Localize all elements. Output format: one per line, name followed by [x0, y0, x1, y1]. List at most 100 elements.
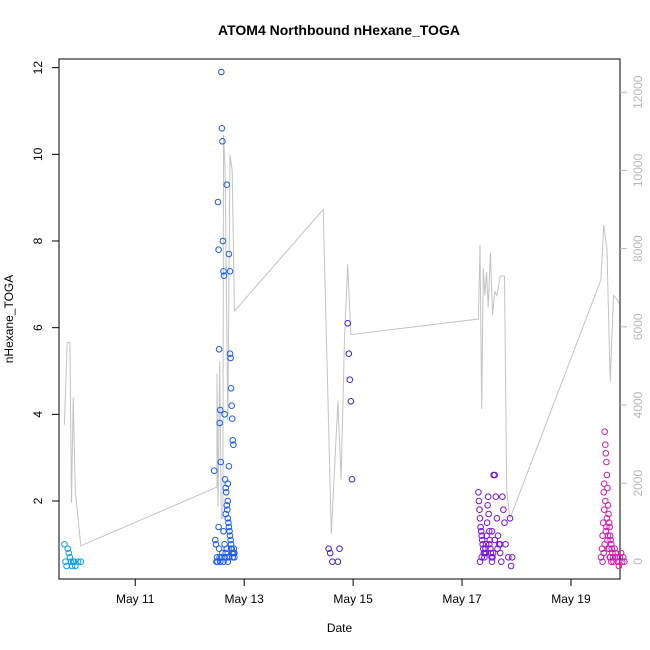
data-point — [482, 545, 489, 553]
data-point — [221, 541, 228, 548]
data-point — [225, 250, 233, 258]
data-point — [227, 536, 234, 544]
x-tick-label: May 13 — [225, 592, 265, 606]
data-point — [223, 502, 231, 509]
y-tick-label: 2 — [31, 497, 45, 504]
data-point — [230, 441, 237, 449]
data-point — [222, 510, 229, 518]
data-point — [485, 510, 493, 518]
data-point — [325, 545, 332, 553]
data-point — [486, 541, 493, 548]
y2-tick-label: 10000 — [631, 153, 645, 187]
data-point — [215, 346, 223, 353]
data-point — [222, 549, 229, 557]
data-point — [486, 528, 493, 535]
data-point — [225, 554, 233, 561]
points-layer — [61, 68, 628, 570]
data-point — [491, 471, 499, 479]
data-point — [227, 545, 235, 553]
data-point — [478, 536, 486, 544]
data-point — [216, 406, 224, 414]
data-point — [613, 554, 621, 561]
data-point — [482, 541, 490, 548]
data-point — [227, 354, 234, 362]
data-point — [227, 385, 235, 392]
data-point — [347, 398, 355, 405]
data-point — [215, 545, 223, 553]
data-point — [220, 272, 228, 280]
data-point — [224, 480, 232, 488]
data-point — [231, 549, 238, 557]
data-point — [506, 515, 514, 522]
data-point — [476, 515, 484, 522]
y2-tick-label: 0 — [631, 558, 645, 565]
data-point — [488, 558, 496, 566]
data-point — [223, 181, 231, 188]
data-point — [210, 467, 218, 475]
data-point — [65, 549, 73, 557]
data-point — [603, 471, 611, 479]
y2-tick-label: 8000 — [631, 235, 645, 262]
data-point — [77, 558, 85, 566]
data-point — [345, 350, 353, 358]
data-point — [482, 549, 490, 557]
data-point — [476, 506, 483, 514]
data-point — [67, 558, 75, 566]
data-point — [475, 489, 482, 496]
data-point — [477, 523, 484, 531]
data-point — [603, 515, 611, 522]
data-point — [608, 545, 616, 553]
data-point — [336, 545, 343, 553]
data-point — [215, 523, 222, 531]
data-point — [484, 493, 492, 501]
data-point — [499, 493, 506, 501]
data-point — [326, 549, 334, 557]
data-point — [489, 554, 496, 561]
data-point — [492, 493, 500, 501]
data-point — [219, 138, 226, 145]
y2-tick-label: 12000 — [631, 75, 645, 109]
data-point — [604, 484, 611, 492]
data-point — [218, 125, 226, 132]
y-axis-right: 0 2000 4000 6000 8000 10000 12000 — [620, 75, 645, 565]
data-point — [606, 554, 614, 561]
data-point — [344, 320, 352, 327]
data-point — [477, 528, 485, 535]
data-point — [216, 558, 224, 566]
data-point — [486, 536, 494, 544]
y2-tick-label: 2000 — [631, 470, 645, 497]
data-point — [489, 549, 497, 557]
data-point — [229, 437, 236, 444]
altitude-layer — [63, 135, 620, 547]
data-point — [500, 506, 507, 514]
data-point — [329, 558, 336, 566]
data-point — [224, 558, 232, 566]
x-axis: May 11 May 13 May 15 May 17 May 19 — [116, 579, 591, 606]
data-point — [478, 532, 486, 540]
y2-tick-label: 4000 — [631, 391, 645, 418]
data-point — [219, 237, 227, 245]
data-point — [216, 419, 223, 427]
plot-box — [58, 58, 621, 580]
data-point — [66, 554, 74, 561]
x-tick-label: May 11 — [116, 592, 155, 606]
data-point — [602, 450, 610, 457]
data-point — [74, 558, 82, 566]
x-tick-label: May 19 — [551, 592, 591, 606]
data-point — [348, 476, 356, 483]
data-point — [478, 554, 486, 561]
data-point — [601, 428, 609, 436]
data-point — [212, 541, 220, 548]
data-point — [600, 549, 608, 557]
y-tick-label: 4 — [31, 411, 45, 418]
data-point — [221, 411, 228, 418]
data-point — [600, 506, 608, 514]
data-point — [334, 558, 342, 566]
data-point — [491, 536, 499, 544]
data-point — [226, 532, 234, 540]
data-point — [225, 523, 233, 531]
data-point — [218, 68, 225, 76]
data-point — [494, 532, 502, 540]
y-tick-label: 12 — [31, 61, 45, 75]
